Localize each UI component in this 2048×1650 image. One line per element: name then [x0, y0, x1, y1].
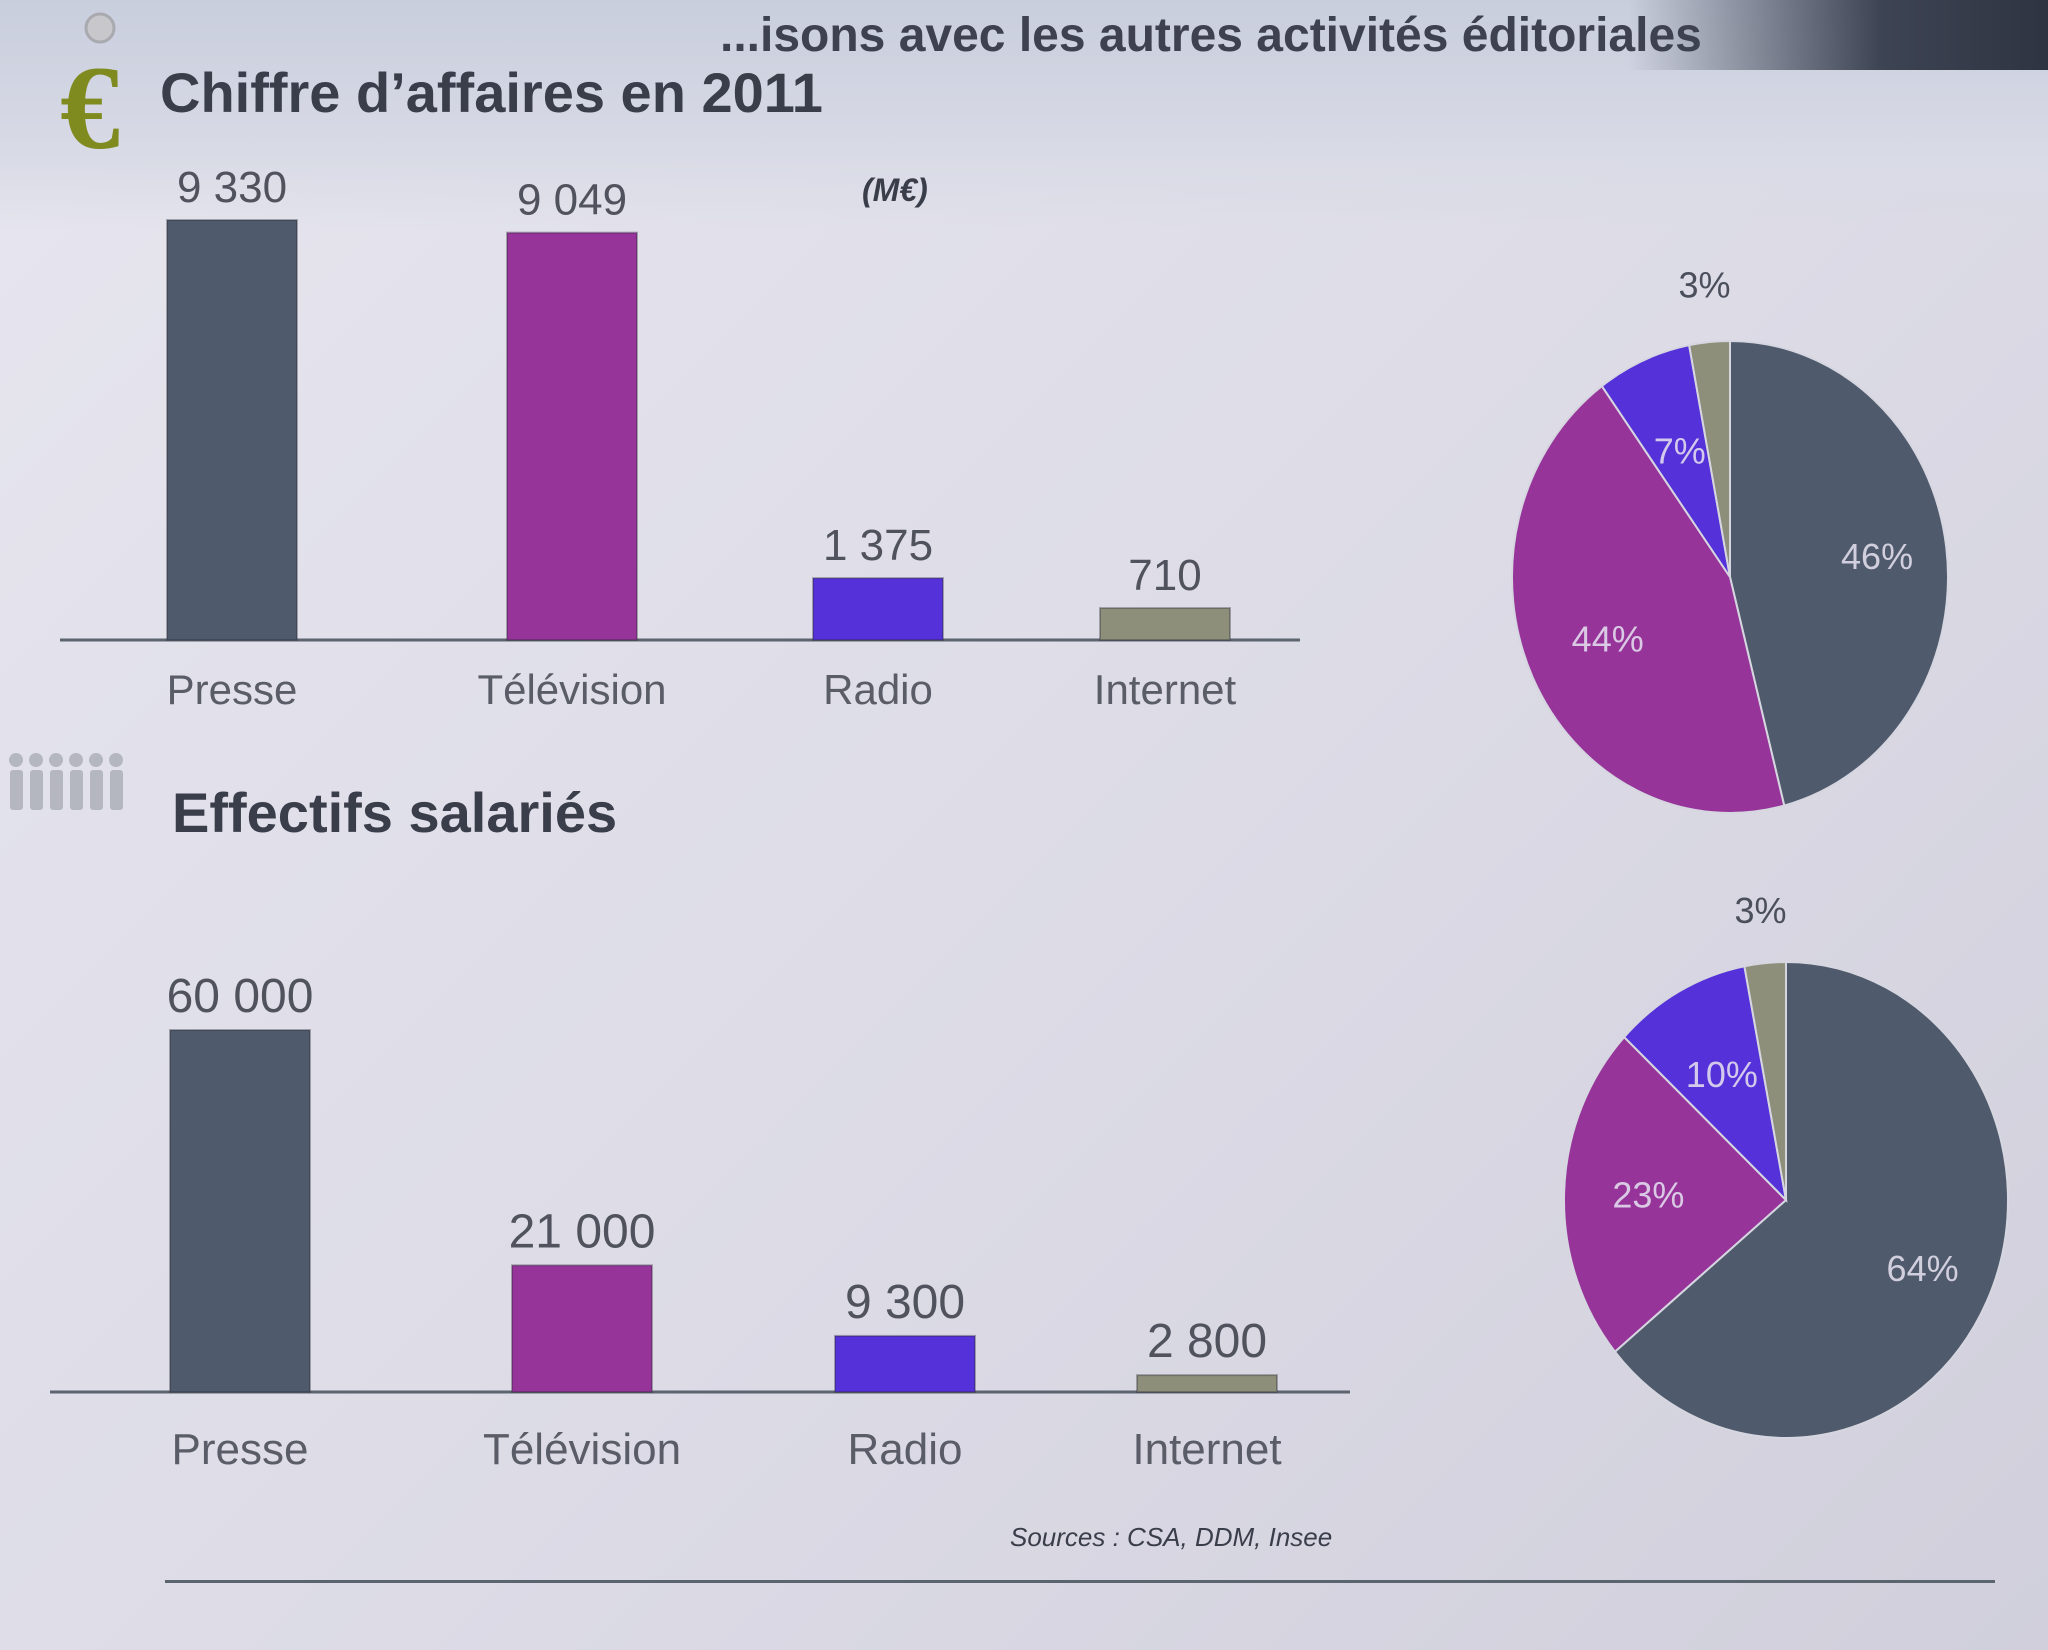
staff-pie-slice-label-presse: 64%	[1887, 1248, 1959, 1289]
staff-category-label-radio: Radio	[848, 1425, 963, 1474]
revenue-bar-internet	[1099, 607, 1231, 641]
revenue-pie-slice-radio	[1600, 343, 1731, 578]
staff-pie-slice-label-television: 23%	[1612, 1174, 1684, 1215]
revenue-pie-slice-label-radio: 7%	[1654, 430, 1706, 471]
revenue-value-label-presse: 9 330	[177, 163, 287, 212]
footer-divider	[165, 1580, 1995, 1583]
staff-bar-internet	[1136, 1374, 1278, 1394]
revenue-bar-radio	[812, 577, 944, 642]
revenue-category-label-television: Télévision	[477, 666, 666, 713]
staff-pie-slice-label-internet: 3%	[1734, 890, 1786, 931]
revenue-pie-chart: 46% 44% 7% 3%	[1511, 265, 1949, 814]
revenue-pie-slice-internet	[1687, 339, 1731, 578]
people-group-icon	[9, 753, 123, 810]
staff-bar-television	[511, 1264, 653, 1394]
staff-bar-presse	[169, 1029, 311, 1393]
revenue-unit-label: (M€)	[862, 172, 928, 208]
staff-bar-radio	[834, 1334, 976, 1394]
slide-corner-shadow	[1628, 0, 2048, 70]
staff-value-label-television: 21 000	[509, 1205, 656, 1258]
revenue-bar-television	[506, 231, 638, 642]
revenue-category-label-radio: Radio	[823, 666, 933, 713]
svg-text:€: €	[60, 41, 120, 174]
revenue-pie-slice-label-television: 44%	[1572, 618, 1644, 659]
staff-value-label-presse: 60 000	[167, 970, 314, 1023]
revenue-section-title: Chiffre d’affaires en 2011	[160, 61, 823, 124]
staff-bar-chart: 60 000 Presse 21 000 Télévision 9 300 Radio 2 …	[50, 970, 1350, 1474]
staff-pie-slice-presse	[1613, 960, 2009, 1439]
staff-pie-slice-label-radio: 10%	[1686, 1054, 1758, 1095]
revenue-bar-chart: 9 330 Presse 9 049 Télévision 1 375 Radio 710 I…	[60, 163, 1300, 713]
revenue-category-label-presse: Presse	[167, 666, 298, 713]
staff-category-label-television: Télévision	[483, 1425, 681, 1474]
staff-pie-slice-television	[1563, 1035, 1788, 1354]
staff-pie-slice-internet	[1743, 960, 1787, 1201]
revenue-pie-slice-label-presse: 46%	[1841, 536, 1913, 577]
revenue-value-label-internet: 710	[1128, 551, 1201, 600]
staff-section-title: Effectifs salariés	[172, 781, 618, 844]
staff-value-label-internet: 2 800	[1147, 1315, 1267, 1368]
staff-value-label-radio: 9 300	[845, 1276, 965, 1329]
slide-title: ...isons avec les autres activités édito…	[720, 9, 1702, 62]
revenue-pie-slice-presse	[1729, 339, 1949, 807]
revenue-bar-presse	[166, 219, 298, 641]
revenue-pie-slice-television	[1511, 384, 1786, 814]
staff-category-label-presse: Presse	[172, 1425, 309, 1474]
staff-pie-slice-radio	[1622, 965, 1788, 1203]
revenue-value-label-radio: 1 375	[823, 521, 933, 570]
staff-category-label-internet: Internet	[1132, 1425, 1281, 1474]
revenue-category-label-internet: Internet	[1094, 666, 1237, 713]
euro-icon: €	[60, 12, 120, 174]
revenue-value-label-television: 9 049	[517, 176, 627, 225]
revenue-pie-slice-label-internet: 3%	[1679, 265, 1731, 306]
sources-note: Sources : CSA, DDM, Insee	[1010, 1522, 1333, 1552]
staff-pie-chart: 64% 23% 10% 3%	[1563, 890, 2009, 1439]
